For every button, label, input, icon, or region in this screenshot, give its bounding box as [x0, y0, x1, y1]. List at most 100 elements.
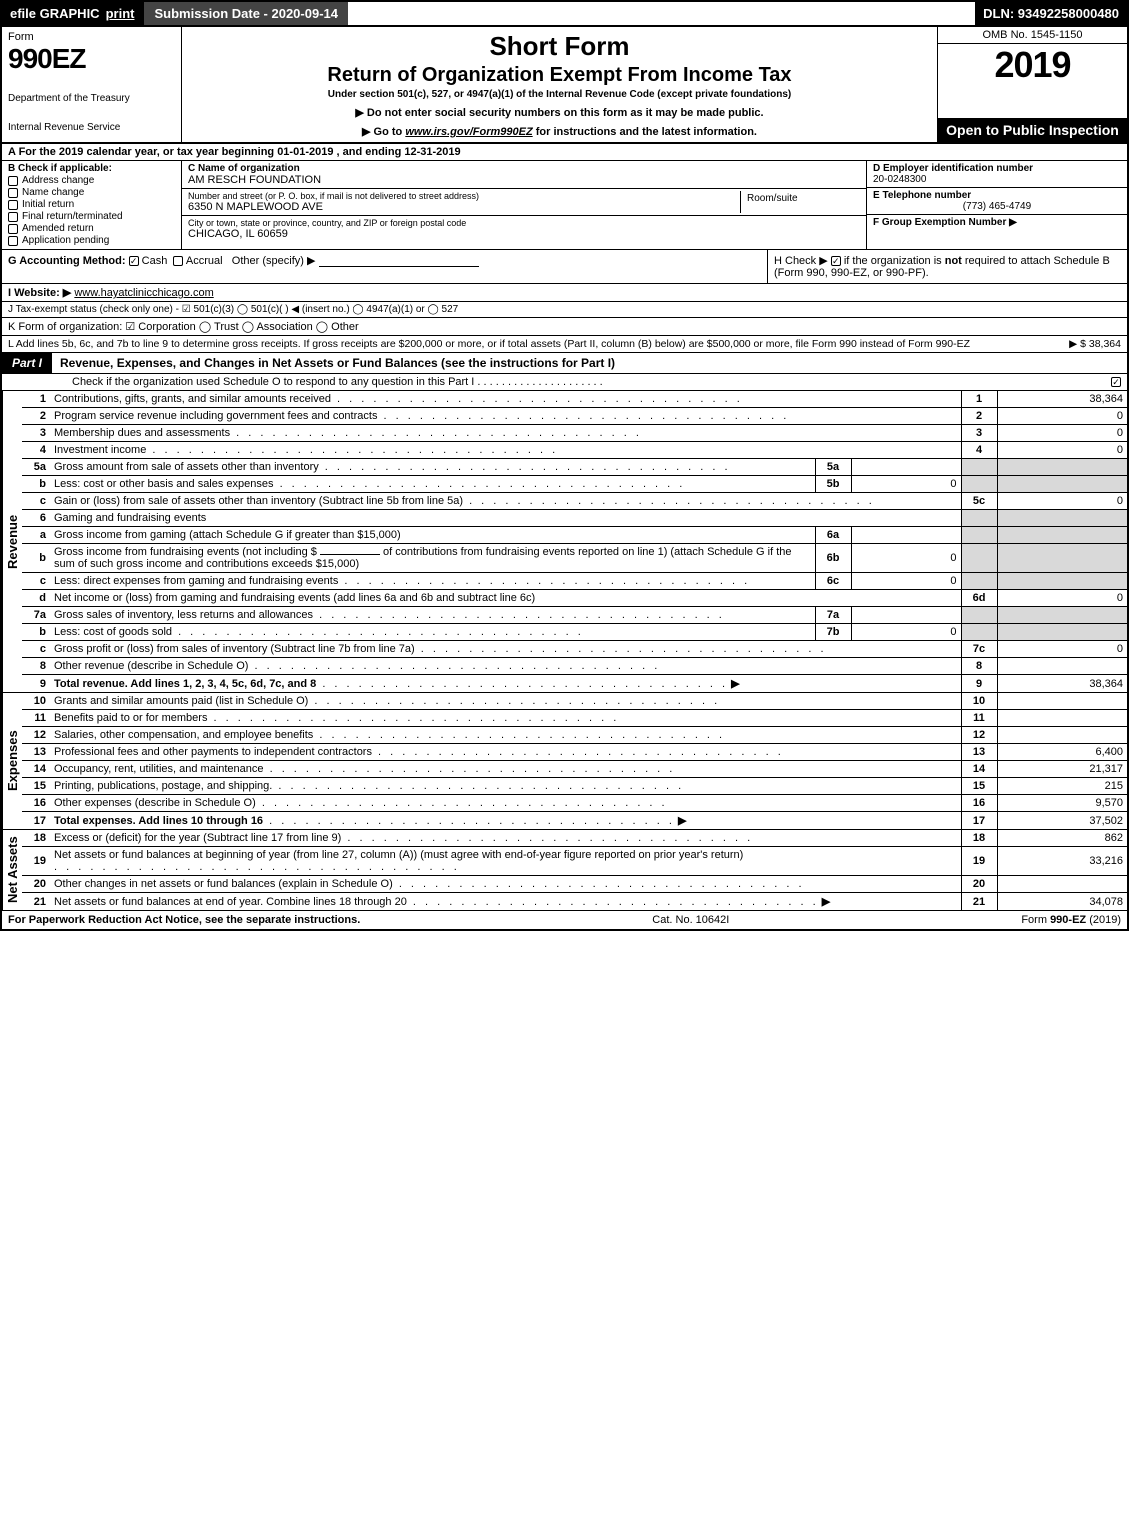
page-footer: For Paperwork Reduction Act Notice, see … — [0, 911, 1129, 931]
line-desc: Salaries, other compensation, and employ… — [54, 729, 313, 741]
chk-name-change[interactable]: Name change — [8, 187, 175, 198]
line-17: 17 Total expenses. Add lines 10 through … — [22, 812, 1127, 830]
open-to-public: Open to Public Inspection — [938, 118, 1127, 142]
grey-cell — [961, 527, 997, 544]
checkbox-icon[interactable] — [173, 256, 183, 266]
revenue-body: 1 Contributions, gifts, grants, and simi… — [22, 391, 1127, 692]
checkbox-icon[interactable] — [8, 224, 18, 234]
line-val: 6,400 — [997, 744, 1127, 761]
chk-label: Final return/terminated — [22, 211, 123, 222]
line-num: 11 — [22, 710, 50, 727]
line-6: 6 Gaming and fundraising events — [22, 510, 1127, 527]
line-11: 11 Benefits paid to or for members 11 — [22, 710, 1127, 727]
line-desc: Other expenses (describe in Schedule O) — [54, 797, 256, 809]
tax-year: 2019 — [938, 44, 1127, 86]
checkbox-icon[interactable] — [8, 200, 18, 210]
chk-initial-return[interactable]: Initial return — [8, 199, 175, 210]
l6b-blank[interactable] — [320, 554, 380, 555]
chk-address-change[interactable]: Address change — [8, 175, 175, 186]
line-num: 6 — [22, 510, 50, 527]
org-street: Number and street (or P. O. box, if mail… — [188, 191, 740, 213]
line-ref: 20 — [961, 876, 997, 893]
line-desc: Contributions, gifts, grants, and simila… — [54, 393, 331, 405]
box-label: 5b — [815, 476, 851, 493]
checkbox-icon[interactable] — [1111, 377, 1121, 387]
revenue-label: Revenue — [2, 391, 22, 692]
g-other-blank[interactable] — [319, 255, 479, 267]
checkbox-icon[interactable] — [8, 236, 18, 246]
expenses-section: Expenses 10 Grants and similar amounts p… — [0, 693, 1129, 830]
line-num: 19 — [22, 847, 50, 876]
chk-label: Application pending — [22, 235, 109, 246]
line-5c: c Gain or (loss) from sale of assets oth… — [22, 493, 1127, 510]
line-15: 15 Printing, publications, postage, and … — [22, 778, 1127, 795]
chk-label: Name change — [22, 187, 84, 198]
website-value[interactable]: www.hayatclinicchicago.com — [74, 287, 213, 299]
line-5b: b Less: cost or other basis and sales ex… — [22, 476, 1127, 493]
line-num: 7a — [22, 607, 50, 624]
net-assets-section: Net Assets 18 Excess or (deficit) for th… — [0, 830, 1129, 911]
line-desc: Other revenue (describe in Schedule O) — [54, 660, 248, 672]
line-desc: Gross income from fundraising events (no… — [50, 544, 815, 573]
website-label: I Website: ▶ — [8, 287, 71, 299]
footer-form-num: 990-EZ — [1050, 914, 1086, 926]
box-label: 6b — [815, 544, 851, 573]
line-val — [997, 693, 1127, 710]
box-b-title: B Check if applicable: — [8, 163, 175, 174]
l-amount-label: ▶ $ — [1069, 338, 1086, 350]
revenue-section: Revenue 1 Contributions, gifts, grants, … — [0, 391, 1129, 693]
room-label: Room/suite — [747, 193, 798, 204]
line-ref: 6d — [961, 590, 997, 607]
line-10: 10 Grants and similar amounts paid (list… — [22, 693, 1127, 710]
line-ref: 16 — [961, 795, 997, 812]
line-desc: Gross sales of inventory, less returns a… — [54, 609, 313, 621]
line-desc: Membership dues and assessments — [54, 427, 230, 439]
form-word: Form — [8, 31, 175, 43]
line-desc: Benefits paid to or for members — [54, 712, 207, 724]
line-num: 15 — [22, 778, 50, 795]
goto-link[interactable]: www.irs.gov/Form990EZ — [405, 126, 532, 138]
line-desc: Gain or (loss) from sale of assets other… — [54, 495, 463, 507]
checkbox-icon[interactable] — [831, 256, 841, 266]
chk-label: Address change — [22, 175, 94, 186]
line-ref: 9 — [961, 675, 997, 693]
org-name-row: C Name of organization AM RESCH FOUNDATI… — [182, 161, 866, 189]
line-num: 10 — [22, 693, 50, 710]
box-label: 6c — [815, 573, 851, 590]
line-desc: Total revenue. Add lines 1, 2, 3, 4, 5c,… — [54, 678, 316, 690]
line-ref: 10 — [961, 693, 997, 710]
print-link[interactable]: print — [106, 6, 135, 21]
chk-application-pending[interactable]: Application pending — [8, 235, 175, 246]
grey-cell — [997, 510, 1127, 527]
line-val: 38,364 — [997, 675, 1127, 693]
checkbox-icon[interactable] — [8, 188, 18, 198]
line-num: 16 — [22, 795, 50, 812]
line-7b: b Less: cost of goods sold 7b 0 — [22, 624, 1127, 641]
checkbox-icon[interactable] — [8, 212, 18, 222]
box-c: C Name of organization AM RESCH FOUNDATI… — [182, 161, 867, 249]
period-row: A For the 2019 calendar year, or tax yea… — [0, 144, 1129, 161]
ein-label: D Employer identification number — [873, 163, 1121, 174]
chk-amended-return[interactable]: Amended return — [8, 223, 175, 234]
part1-header: Part I Revenue, Expenses, and Changes in… — [0, 353, 1129, 374]
line-num: a — [22, 527, 50, 544]
org-name-label: C Name of organization — [188, 163, 860, 174]
grey-cell — [961, 459, 997, 476]
goto-line: ▶ Go to www.irs.gov/Form990EZ for instru… — [188, 125, 931, 138]
l-amount: 38,364 — [1089, 338, 1121, 350]
ein-value: 20-0248300 — [873, 174, 1121, 185]
checkbox-icon[interactable] — [129, 256, 139, 266]
line-val — [997, 876, 1127, 893]
box-label: 5a — [815, 459, 851, 476]
line-val: 0 — [997, 590, 1127, 607]
ssn-note: ▶ Do not enter social security numbers o… — [188, 106, 931, 119]
line-ref: 18 — [961, 830, 997, 847]
chk-label: Amended return — [22, 223, 94, 234]
checkbox-icon[interactable] — [8, 176, 18, 186]
chk-final-return[interactable]: Final return/terminated — [8, 211, 175, 222]
box-val: 0 — [851, 544, 961, 573]
line-val: 0 — [997, 641, 1127, 658]
line-desc: Other changes in net assets or fund bala… — [54, 878, 393, 890]
topbar-spacer — [348, 2, 975, 25]
arrow-icon: ▶ — [731, 678, 739, 690]
